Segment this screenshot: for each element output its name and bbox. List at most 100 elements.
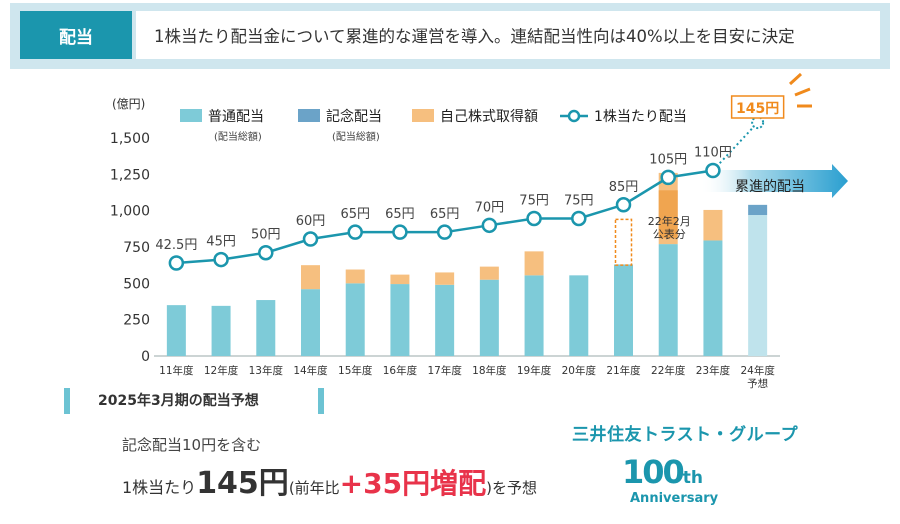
y-axis-unit: (億円) (112, 97, 145, 111)
x-tick-label: 19年度 (517, 364, 552, 377)
bar-share-buyback (301, 265, 320, 290)
header-badge: 配当 (20, 11, 132, 59)
bar-share-buyback (345, 269, 365, 284)
dps-label: 75円 (519, 193, 549, 208)
bar-ordinary-dividend (569, 275, 589, 356)
dps-point (168, 255, 185, 271)
x-tick-label: 14年度 (293, 364, 328, 377)
dps-label: 85円 (609, 180, 639, 195)
y-tick-label: 750 (123, 240, 150, 256)
progressive-arrow (700, 164, 848, 198)
dps-forecast-line (712, 121, 759, 172)
dps-point (615, 197, 632, 213)
forecast-title-left-bar (64, 388, 70, 414)
x-tick-label: 17年度 (427, 364, 462, 377)
forecast-increase: +35円増配 (339, 467, 487, 500)
legend-label: 記念配当 (326, 108, 382, 125)
emphasis-mark (788, 72, 803, 86)
bar-ordinary-dividend (479, 279, 499, 356)
forecast-paren-close: )を予想 (486, 479, 537, 497)
y-tick-label: 0 (141, 349, 150, 365)
x-tick-label: 16年度 (383, 364, 418, 377)
dividend-chart: 0 250 500 750 1,000 1,250 1,500 (億円) 累進的配当 42.5… (110, 72, 848, 390)
dps-point (571, 210, 587, 227)
bar-ordinary-dividend (345, 283, 365, 356)
legend-label: 自己株式取得額 (440, 108, 538, 125)
bar-ordinary-dividend (211, 305, 231, 356)
x-tick-sublabel: 予想 (747, 377, 768, 390)
bar-share-buyback (703, 209, 723, 241)
anniversary-number: 100th (622, 453, 703, 491)
bar-share-buyback (479, 266, 499, 280)
legend-swatch (298, 109, 320, 122)
dps-point (481, 217, 498, 234)
dps-label: 45円 (206, 235, 236, 250)
bar-ordinary-dividend (658, 244, 678, 356)
forecast-memo: 記念配当10円を含む (122, 436, 262, 454)
x-tick-label: 21年度 (606, 364, 641, 377)
dps-point (258, 244, 274, 261)
announce-note: 公表分 (653, 227, 686, 241)
legend-swatch (412, 109, 434, 122)
dps-label: 105円 (649, 152, 687, 167)
dps-label: 60円 (296, 214, 326, 229)
dps-point (436, 224, 453, 240)
legend-sublabel: (配当総額) (214, 130, 262, 143)
bar-ordinary-dividend (614, 264, 633, 356)
dps-point (392, 224, 408, 240)
dps-label: 42.5円 (155, 238, 197, 253)
bar-ordinary-dividend (301, 289, 320, 356)
dps-point (526, 210, 542, 227)
legend-marker (567, 109, 581, 123)
bar-announced-buyback (658, 190, 678, 239)
dps-point (302, 231, 319, 247)
bar-ordinary-dividend (390, 284, 410, 356)
bar-ordinary-dividend (256, 300, 276, 356)
x-tick-label: 12年度 (204, 364, 239, 377)
dps-label: 65円 (385, 207, 415, 222)
forecast-title-right-bar (318, 388, 324, 414)
x-tick-label: 18年度 (472, 364, 507, 377)
y-tick-label: 500 (123, 276, 150, 292)
bar-ordinary-dividend (524, 275, 544, 356)
dps-label: 110円 (694, 146, 732, 161)
announce-note: 22年2月 (648, 214, 691, 228)
forecast-title: 2025年3月期の配当予想 (98, 393, 259, 409)
x-tick-label: 22年度 (651, 364, 686, 377)
dps-forecast-box (730, 95, 785, 119)
x-tick-label: 11年度 (159, 364, 194, 377)
dps-point (213, 251, 229, 268)
buyback-placeholder-dashed (614, 218, 633, 266)
bar-ordinary-dividend (166, 305, 186, 356)
anniversary-word: Anniversary (630, 491, 719, 506)
dps-label: 75円 (564, 193, 594, 208)
bar-commemorative-dividend (748, 204, 768, 216)
x-tick-label: 20年度 (562, 364, 597, 377)
forecast-paren-open: (前年比 (288, 479, 340, 497)
forecast-amount: 145円 (196, 466, 289, 501)
legend-label: 普通配当 (208, 109, 264, 125)
x-tick-label: 13年度 (249, 364, 284, 377)
header-banner: 配当 1株当たり配当金について累進的な運営を導入。連結配当性向は40%以上を目安… (10, 3, 890, 69)
progressive-arrow-label: 累進的配当 (735, 179, 805, 195)
anniversary-suffix: th (682, 468, 704, 488)
emphasis-mark (794, 87, 811, 97)
x-tick-label: 24年度 (740, 364, 775, 377)
y-tick-label: 1,000 (110, 204, 150, 220)
legend-sublabel: (配当総額) (332, 130, 380, 143)
forecast-main-line: 1株当たり 145円 (前年比 +35円増配 )を予想 (122, 458, 537, 502)
header-text: 1株当たり配当金について累進的な運営を導入。連結配当性向は40%以上を目安に決定 (136, 11, 880, 59)
legend-swatch (180, 109, 202, 122)
y-tick-label: 1,250 (110, 167, 150, 183)
dps-label: 70円 (475, 200, 505, 215)
forecast-prefix: 1株当たり (122, 478, 197, 497)
anniversary-digits: 100 (622, 453, 685, 491)
x-tick-label: 15年度 (338, 364, 373, 377)
dps-forecast-label: 145円 (736, 101, 779, 117)
company-logo-text: 三井住友トラスト・グループ (572, 425, 799, 445)
dps-point (660, 169, 676, 186)
bar-ordinary-dividend (435, 284, 455, 356)
y-tick-label: 1,500 (110, 131, 150, 147)
bar-share-buyback (390, 274, 410, 285)
y-tick-label: 250 (123, 313, 150, 329)
